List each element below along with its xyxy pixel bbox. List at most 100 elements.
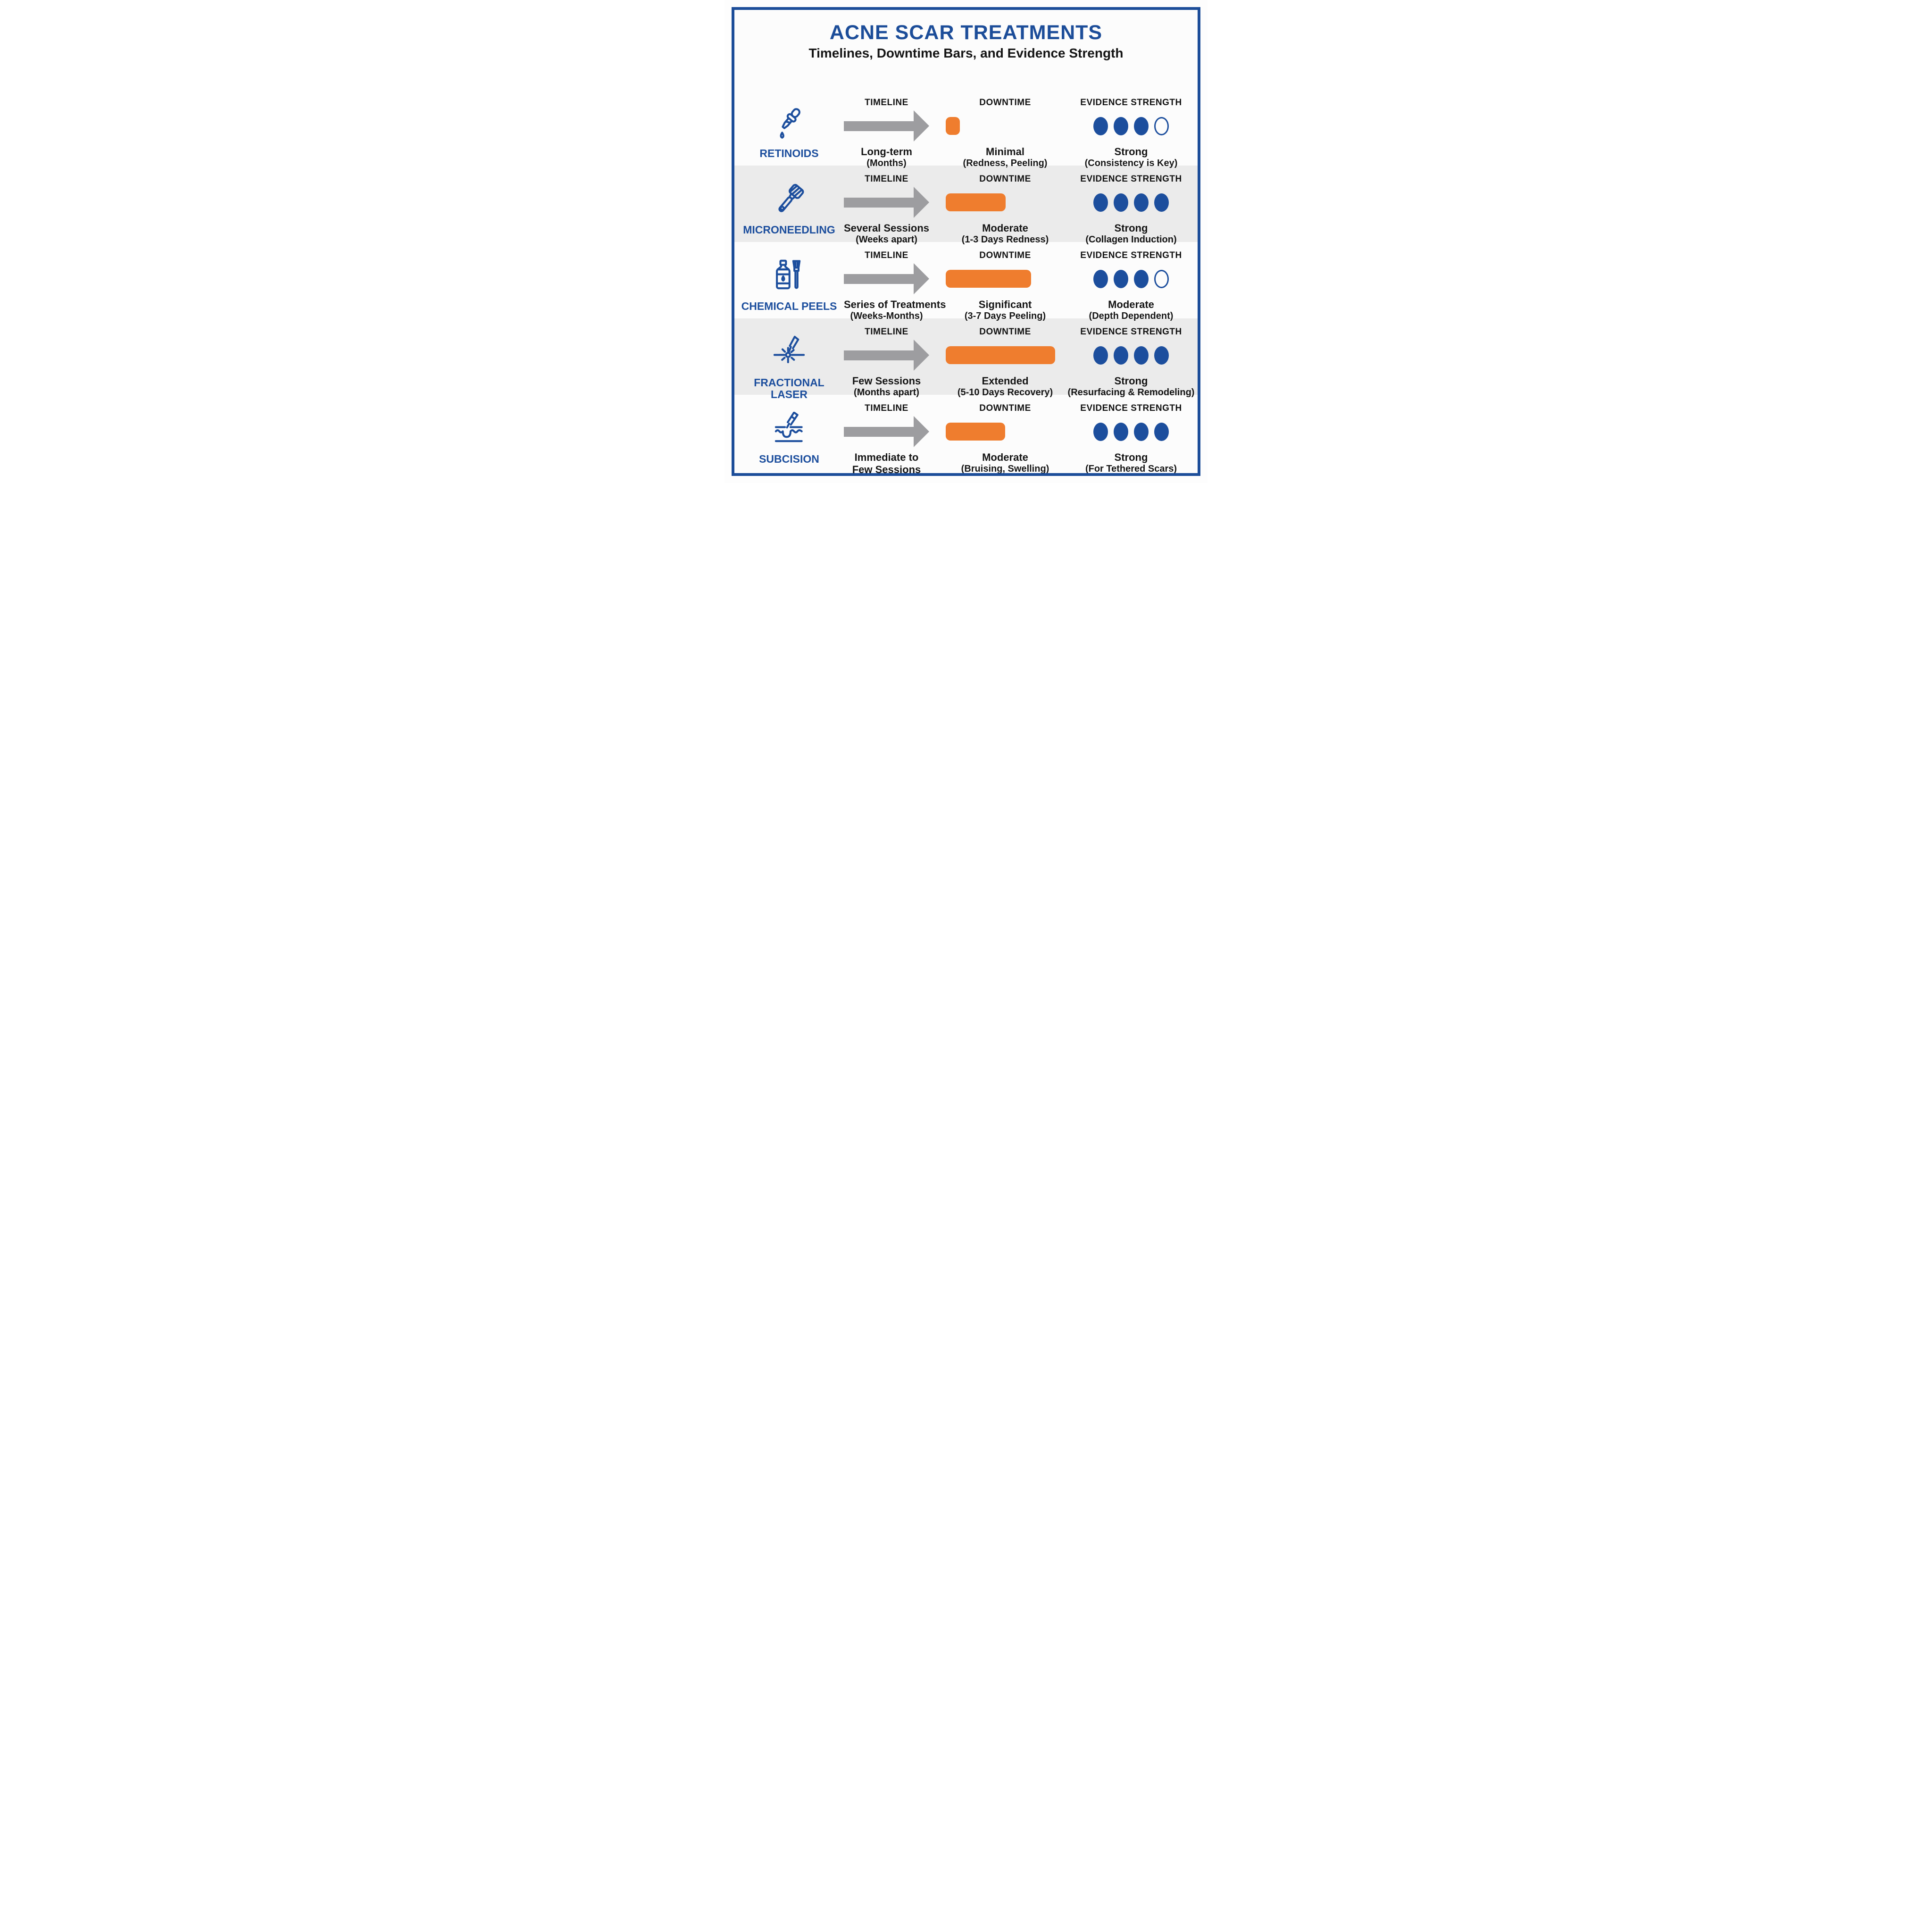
timeline-detail: (Weeks apart) (856, 234, 917, 245)
downtime-header: DOWNTIME (979, 174, 1031, 184)
downtime-value: Minimal (986, 146, 1024, 158)
downtime-cell: DOWNTIME Moderate (1-3 Days Redness) (946, 166, 1065, 246)
timeline-cell: TIMELINE Few Sessions (Months apart) (844, 318, 946, 401)
downtime-cell: DOWNTIME Minimal (Redness, Peeling) (946, 89, 1065, 169)
evidence-dot-filled (1134, 117, 1149, 135)
evidence-header: EVIDENCE STRENGTH (1080, 327, 1182, 337)
evidence-detail: (Depth Dependent) (1089, 310, 1174, 321)
downtime-value: Moderate (982, 451, 1028, 463)
downtime-header: DOWNTIME (979, 250, 1031, 260)
evidence-dot-filled (1093, 193, 1108, 212)
timeline-value: Long-term (861, 146, 912, 158)
evidence-cell: EVIDENCE STRENGTH Strong (Resurfacing & … (1065, 318, 1198, 401)
evidence-dot-filled (1154, 193, 1169, 212)
evidence-detail: (Resurfacing & Remodeling) (1067, 387, 1195, 398)
dropper-icon (772, 103, 807, 144)
evidence-cell: EVIDENCE STRENGTH Strong (Consistency is… (1065, 89, 1198, 169)
downtime-value: Extended (982, 375, 1029, 387)
evidence-dots (1065, 117, 1198, 135)
arrow-head-icon (914, 110, 929, 142)
evidence-dot-filled (1154, 422, 1169, 441)
timeline-arrow (844, 110, 929, 142)
evidence-detail: (For Tethered Scars) (1085, 463, 1177, 474)
timeline-value: Few Sessions (852, 375, 921, 387)
evidence-dot-filled (1134, 269, 1149, 288)
timeline-cell: TIMELINE Immediate to Few Sessions (844, 395, 946, 473)
bottle-brush-icon (772, 256, 807, 297)
treatment-cell: FRACTIONAL LASER (734, 318, 844, 401)
evidence-dot-filled (1114, 193, 1128, 212)
evidence-dot-filled (1093, 346, 1108, 365)
downtime-bar (946, 270, 1031, 288)
timeline-detail: (Weeks-Months) (850, 310, 923, 321)
laser-icon (772, 333, 807, 373)
evidence-dot-filled (1114, 422, 1128, 441)
evidence-value: Strong (1114, 222, 1148, 234)
timeline-header: TIMELINE (865, 250, 908, 260)
timeline-header: TIMELINE (865, 98, 908, 108)
blue-frame-border: ACNE SCAR TREATMENTS Timelines, Downtime… (732, 7, 1200, 476)
timeline-value: Several Sessions (844, 222, 930, 234)
evidence-header: EVIDENCE STRENGTH (1080, 250, 1182, 260)
arrow-head-icon (914, 263, 929, 294)
timeline-arrow (844, 263, 929, 294)
evidence-cell: EVIDENCE STRENGTH Moderate (Depth Depend… (1065, 242, 1198, 322)
evidence-value: Strong (1114, 375, 1148, 387)
downtime-detail: (3-7 Days Peeling) (964, 310, 1046, 321)
downtime-value: Moderate (982, 222, 1028, 234)
downtime-bar (946, 346, 1055, 364)
evidence-dot-filled (1134, 193, 1149, 212)
treatment-row-fractional-laser: FRACTIONAL LASER TIMELINE Few Sessions (… (734, 318, 1198, 400)
downtime-cell: DOWNTIME Significant (3-7 Days Peeling) (946, 242, 1065, 322)
evidence-dots (1065, 193, 1198, 212)
page-subtitle: Timelines, Downtime Bars, and Evidence S… (808, 46, 1124, 61)
evidence-dot-filled (1093, 422, 1108, 441)
downtime-cell: DOWNTIME Extended (5-10 Days Recovery) (946, 318, 1065, 401)
evidence-value: Strong (1114, 146, 1148, 158)
downtime-cell: DOWNTIME Moderate (Bruising, Swelling) (946, 395, 1065, 474)
treatment-cell: SUBCISION (734, 395, 844, 473)
arrow-head-icon (914, 416, 929, 447)
treatment-label: FRACTIONAL LASER (754, 376, 824, 401)
timeline-header: TIMELINE (865, 327, 908, 337)
infographic-canvas: ACNE SCAR TREATMENTS Timelines, Downtime… (724, 0, 1208, 483)
evidence-dot-filled (1093, 117, 1108, 135)
evidence-detail: (Collagen Induction) (1085, 234, 1177, 245)
evidence-dot-filled (1134, 422, 1149, 441)
timeline-cell: TIMELINE Several Sessions (Weeks apart) (844, 166, 946, 246)
needle-skin-icon (772, 409, 807, 450)
timeline-arrow (844, 416, 929, 447)
derma-roller-icon (772, 180, 807, 220)
evidence-cell: EVIDENCE STRENGTH Strong (Collagen Induc… (1065, 166, 1198, 246)
header: ACNE SCAR TREATMENTS Timelines, Downtime… (734, 10, 1198, 89)
evidence-detail: (Consistency is Key) (1084, 158, 1178, 168)
evidence-dot-filled (1114, 269, 1128, 288)
treatment-cell: RETINOIDS (734, 89, 844, 169)
evidence-dot-filled (1114, 346, 1128, 365)
treatment-row-chemical-peels: CHEMICAL PEELS TIMELINE Series of Treatm… (734, 242, 1198, 321)
timeline-arrow (844, 187, 929, 218)
evidence-dot-empty (1154, 117, 1169, 135)
evidence-dot-filled (1154, 346, 1169, 365)
evidence-header: EVIDENCE STRENGTH (1080, 98, 1182, 108)
downtime-value: Significant (978, 299, 1032, 310)
downtime-detail: (Bruising, Swelling) (961, 463, 1049, 474)
evidence-dot-filled (1134, 346, 1149, 365)
evidence-dots (1065, 269, 1198, 288)
evidence-value: Moderate (1108, 299, 1154, 310)
timeline-header: TIMELINE (865, 403, 908, 413)
downtime-bar (946, 117, 960, 135)
evidence-dots (1065, 422, 1198, 441)
page-title: ACNE SCAR TREATMENTS (829, 21, 1103, 44)
treatment-label: CHEMICAL PEELS (741, 300, 837, 312)
arrow-head-icon (914, 340, 929, 371)
treatment-row-subcision: SUBCISION TIMELINE Immediate to Few Sess… (734, 395, 1198, 473)
evidence-dot-filled (1114, 117, 1128, 135)
timeline-value: Immediate to (854, 451, 919, 463)
evidence-header: EVIDENCE STRENGTH (1080, 174, 1182, 184)
downtime-bar (946, 193, 1006, 211)
downtime-detail: (1-3 Days Redness) (961, 234, 1049, 245)
arrow-head-icon (914, 187, 929, 218)
timeline-value: Series of Treatments (844, 299, 946, 310)
treatment-row-retinoids: RETINOIDS TIMELINE Long-term (Months) DO… (734, 89, 1198, 169)
